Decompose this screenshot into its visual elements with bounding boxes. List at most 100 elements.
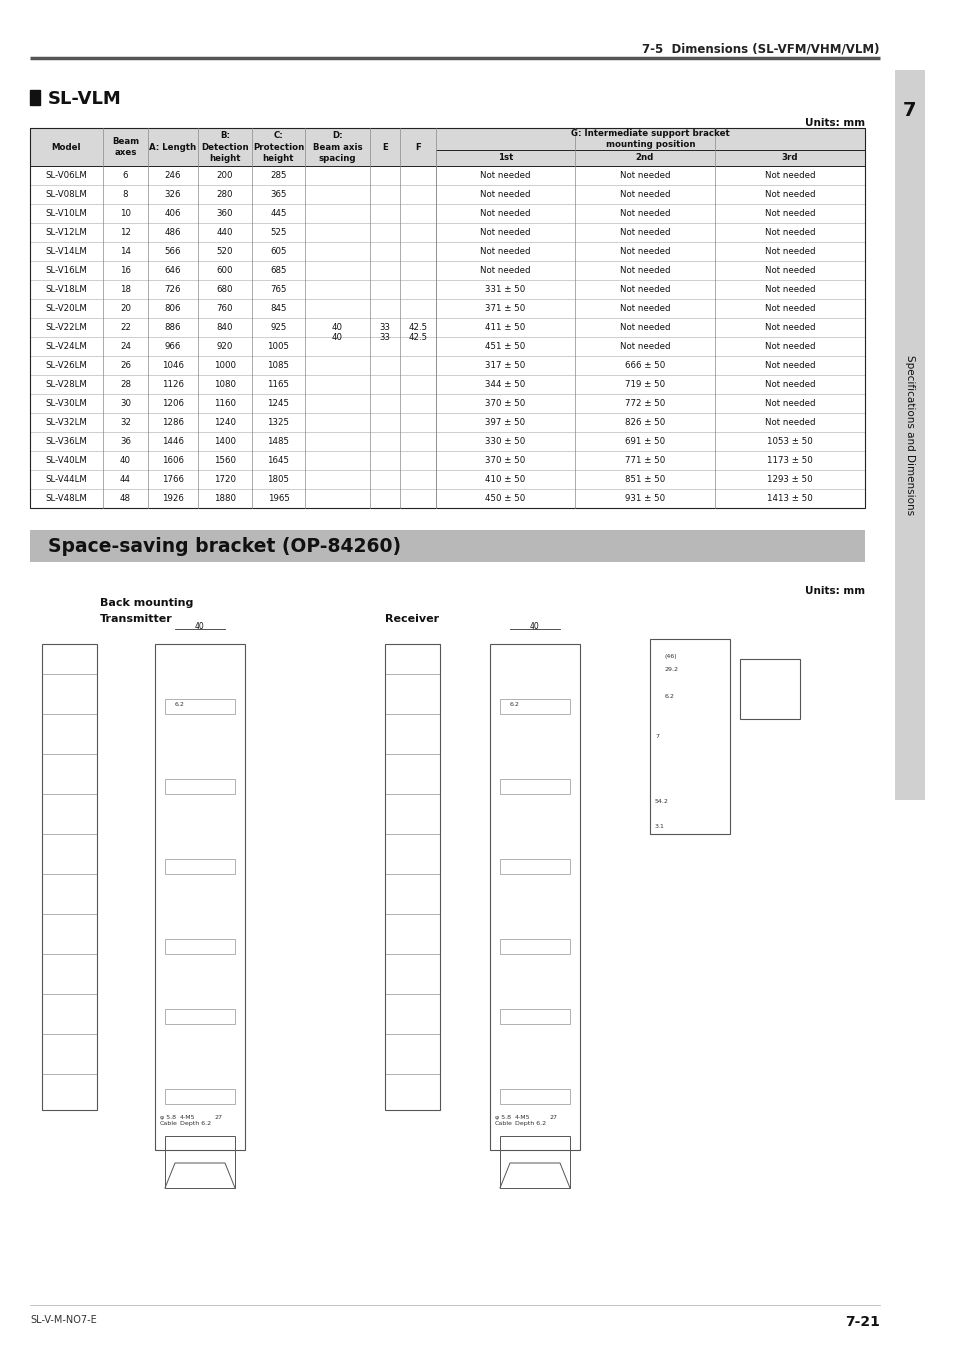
Text: 6: 6 bbox=[123, 171, 128, 180]
Text: 886: 886 bbox=[165, 323, 181, 332]
Text: 600: 600 bbox=[216, 266, 233, 275]
Text: 326: 326 bbox=[165, 190, 181, 198]
Text: SL-V-M-NO7-E: SL-V-M-NO7-E bbox=[30, 1315, 96, 1324]
Bar bbox=[499, 779, 569, 794]
Text: 371 ± 50: 371 ± 50 bbox=[485, 304, 525, 313]
Text: 406: 406 bbox=[165, 209, 181, 217]
Text: 40: 40 bbox=[530, 622, 539, 630]
Text: 1206: 1206 bbox=[162, 400, 184, 408]
Text: 851 ± 50: 851 ± 50 bbox=[624, 475, 664, 485]
Text: Not needed: Not needed bbox=[619, 228, 670, 238]
Text: 1446: 1446 bbox=[162, 437, 184, 446]
Text: 22: 22 bbox=[120, 323, 131, 332]
Text: Not needed: Not needed bbox=[479, 209, 530, 217]
Text: 3rd: 3rd bbox=[781, 154, 798, 162]
Bar bbox=[30, 531, 864, 562]
Text: φ 5.8
Cable: φ 5.8 Cable bbox=[495, 1115, 513, 1126]
Text: 525: 525 bbox=[270, 228, 287, 238]
Text: SL-V32LM: SL-V32LM bbox=[46, 418, 88, 427]
Text: 966: 966 bbox=[165, 342, 181, 351]
Text: 806: 806 bbox=[165, 304, 181, 313]
Text: Not needed: Not needed bbox=[479, 228, 530, 238]
Text: 1000: 1000 bbox=[213, 360, 235, 370]
Text: 1805: 1805 bbox=[267, 475, 289, 485]
Text: 397 ± 50: 397 ± 50 bbox=[485, 418, 525, 427]
Text: Not needed: Not needed bbox=[764, 418, 815, 427]
Text: 10: 10 bbox=[120, 209, 131, 217]
Text: 486: 486 bbox=[165, 228, 181, 238]
Text: Not needed: Not needed bbox=[479, 190, 530, 198]
Text: 1560: 1560 bbox=[213, 456, 235, 464]
Text: 1160: 1160 bbox=[213, 400, 235, 408]
Bar bbox=[154, 644, 245, 1150]
Text: 760: 760 bbox=[216, 304, 233, 313]
Text: 1053 ± 50: 1053 ± 50 bbox=[766, 437, 812, 446]
Text: 12: 12 bbox=[120, 228, 131, 238]
Text: Units: mm: Units: mm bbox=[804, 117, 864, 128]
Text: Receiver: Receiver bbox=[385, 614, 438, 624]
Text: 26: 26 bbox=[120, 360, 131, 370]
Text: 1325: 1325 bbox=[267, 418, 289, 427]
Text: Not needed: Not needed bbox=[764, 228, 815, 238]
Text: Not needed: Not needed bbox=[619, 247, 670, 256]
Text: Not needed: Not needed bbox=[764, 400, 815, 408]
Bar bbox=[165, 1008, 234, 1025]
Text: 765: 765 bbox=[270, 285, 287, 294]
Text: 772 ± 50: 772 ± 50 bbox=[624, 400, 664, 408]
Text: 1926: 1926 bbox=[162, 494, 184, 504]
Text: Not needed: Not needed bbox=[479, 171, 530, 180]
Text: 931 ± 50: 931 ± 50 bbox=[624, 494, 664, 504]
Text: 27: 27 bbox=[550, 1115, 558, 1120]
Text: 54.2: 54.2 bbox=[655, 799, 668, 805]
Text: SL-V26LM: SL-V26LM bbox=[46, 360, 88, 370]
Text: 14: 14 bbox=[120, 247, 131, 256]
Text: SL-V16LM: SL-V16LM bbox=[46, 266, 88, 275]
Text: 1173 ± 50: 1173 ± 50 bbox=[766, 456, 812, 464]
Text: Not needed: Not needed bbox=[619, 323, 670, 332]
Text: 4-M5
Depth 6.2: 4-M5 Depth 6.2 bbox=[180, 1115, 211, 1126]
Bar bbox=[894, 70, 924, 801]
Text: 1485: 1485 bbox=[267, 437, 289, 446]
Text: 1240: 1240 bbox=[213, 418, 235, 427]
Text: Units: mm: Units: mm bbox=[804, 586, 864, 595]
Text: 845: 845 bbox=[270, 304, 287, 313]
Text: 520: 520 bbox=[216, 247, 233, 256]
Text: Not needed: Not needed bbox=[764, 342, 815, 351]
Text: 7-21: 7-21 bbox=[844, 1315, 879, 1328]
Bar bbox=[165, 1089, 234, 1104]
Text: Not needed: Not needed bbox=[619, 209, 670, 217]
Text: 40: 40 bbox=[195, 622, 205, 630]
Text: B:
Detection
height: B: Detection height bbox=[201, 131, 249, 162]
Text: SL-V20LM: SL-V20LM bbox=[46, 304, 88, 313]
Text: Not needed: Not needed bbox=[479, 247, 530, 256]
Text: 344 ± 50: 344 ± 50 bbox=[485, 379, 525, 389]
Text: 6.2: 6.2 bbox=[175, 702, 185, 706]
Text: 33: 33 bbox=[379, 323, 390, 332]
Text: Not needed: Not needed bbox=[619, 304, 670, 313]
Text: SL-V44LM: SL-V44LM bbox=[46, 475, 88, 485]
Text: 40: 40 bbox=[120, 456, 131, 464]
Text: 1766: 1766 bbox=[162, 475, 184, 485]
Text: 605: 605 bbox=[270, 247, 287, 256]
Text: 4-M5
Depth 6.2: 4-M5 Depth 6.2 bbox=[515, 1115, 545, 1126]
Text: 8: 8 bbox=[123, 190, 128, 198]
Bar bbox=[165, 699, 234, 714]
Text: 7-5  Dimensions (SL-VFM/VHM/VLM): 7-5 Dimensions (SL-VFM/VHM/VLM) bbox=[641, 42, 879, 55]
Text: Not needed: Not needed bbox=[764, 285, 815, 294]
Text: 685: 685 bbox=[270, 266, 287, 275]
Text: 1965: 1965 bbox=[267, 494, 289, 504]
Text: 411 ± 50: 411 ± 50 bbox=[485, 323, 525, 332]
Text: 1293 ± 50: 1293 ± 50 bbox=[766, 475, 812, 485]
Text: φ 5.8
Cable: φ 5.8 Cable bbox=[160, 1115, 177, 1126]
Bar bbox=[30, 90, 40, 105]
Text: 18: 18 bbox=[120, 285, 131, 294]
Bar bbox=[42, 644, 97, 1110]
Text: 246: 246 bbox=[165, 171, 181, 180]
Text: SL-V12LM: SL-V12LM bbox=[46, 228, 88, 238]
Bar bbox=[490, 644, 579, 1150]
Text: SL-V40LM: SL-V40LM bbox=[46, 456, 88, 464]
Text: 27: 27 bbox=[214, 1115, 223, 1120]
Text: 410 ± 50: 410 ± 50 bbox=[485, 475, 525, 485]
Text: SL-V36LM: SL-V36LM bbox=[46, 437, 88, 446]
Text: 1880: 1880 bbox=[213, 494, 235, 504]
